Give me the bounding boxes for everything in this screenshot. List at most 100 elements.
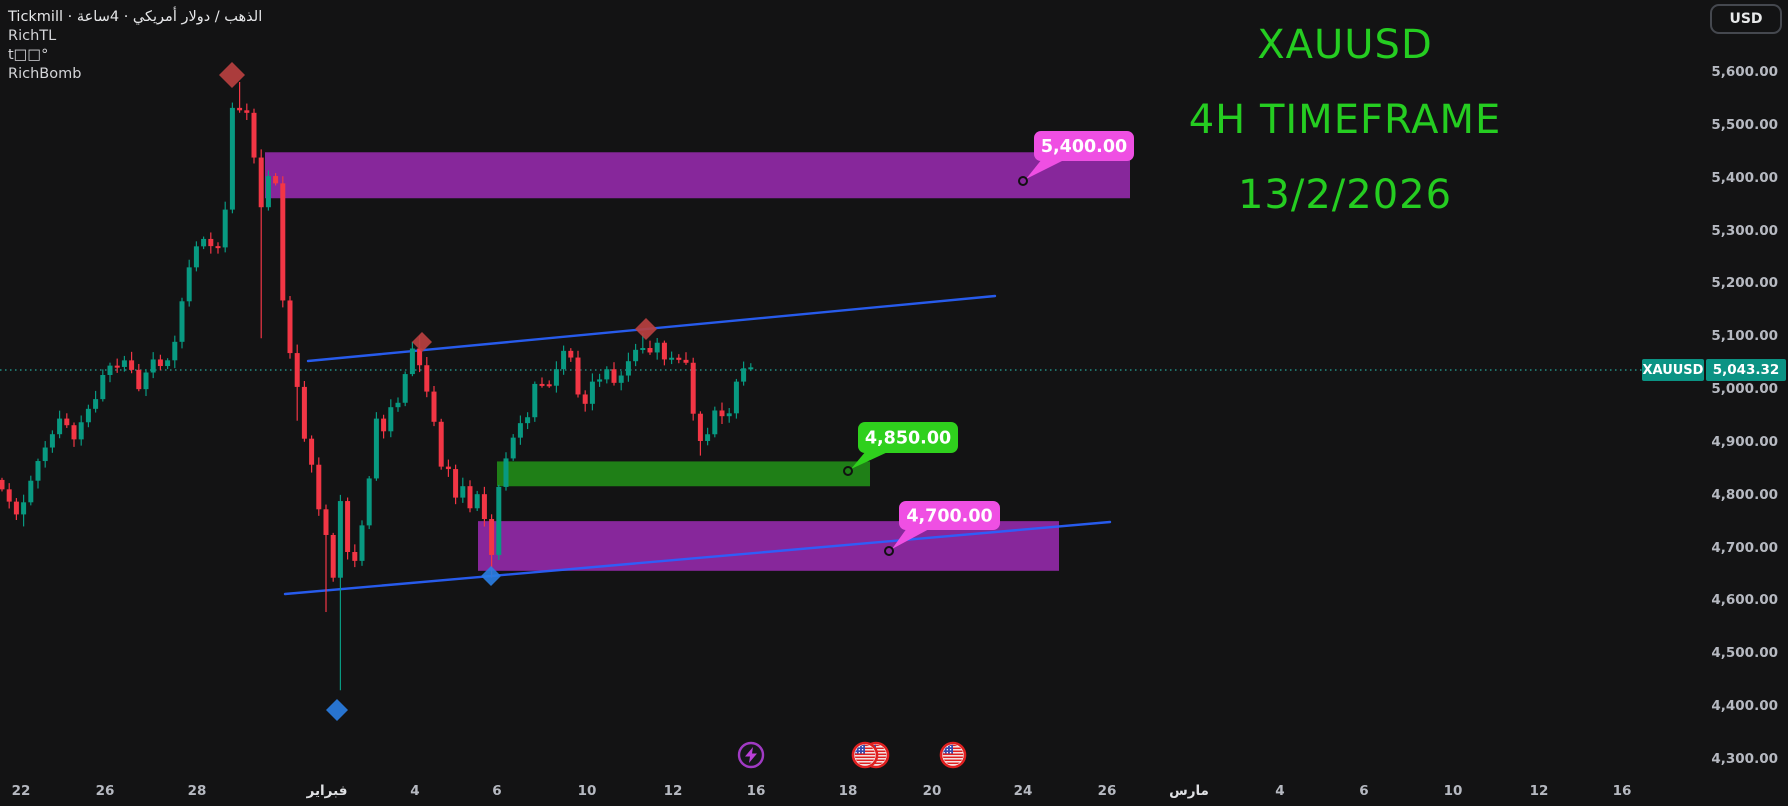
candle-body	[611, 369, 617, 383]
candle-body	[273, 176, 279, 184]
price-callout-4850[interactable]: 4,850.00	[843, 422, 958, 476]
event-us-flag-icon[interactable]	[939, 741, 967, 769]
candle-body	[625, 361, 631, 376]
time-axis-label: 28	[187, 783, 207, 799]
candle-body	[683, 359, 689, 363]
candle-body	[697, 413, 703, 441]
candle-body	[309, 438, 315, 465]
price-axis-label: 4,300.00	[1711, 751, 1778, 767]
price-axis-label: 4,500.00	[1711, 645, 1778, 662]
candle-body	[496, 486, 502, 555]
candle-body	[71, 425, 77, 440]
time-axis-label: 6	[492, 783, 502, 799]
time-axis-label: 10	[1443, 783, 1463, 799]
price-callout-5400[interactable]: 5,400.00	[1018, 131, 1134, 186]
candle-body	[28, 480, 34, 503]
symbol-title[interactable]: Tickmill · الذهب / دولار أمريكي · 4ساعة	[8, 9, 263, 25]
candle-body	[503, 458, 509, 487]
candle-body	[438, 421, 444, 467]
candle-body	[201, 238, 207, 247]
candle-body	[107, 365, 113, 375]
candle-body	[417, 348, 423, 366]
candle-body	[726, 413, 732, 417]
candle-body	[748, 367, 754, 370]
candle-body	[208, 238, 214, 247]
candle-body	[21, 502, 27, 515]
candle-body	[582, 394, 588, 404]
lower-channel-line[interactable]	[283, 520, 1112, 596]
chart-legend: Tickmill · الذهب / دولار أمريكي · 4ساعة …	[8, 8, 262, 84]
time-axis-label: 4	[1275, 783, 1285, 799]
bearish-diamond-2[interactable]	[412, 332, 432, 352]
candle-body	[409, 348, 415, 375]
candle-body	[186, 267, 192, 302]
indicator-t[interactable]: t□□°	[8, 47, 49, 63]
candle-body	[244, 110, 250, 113]
event-flash-icon[interactable]	[737, 741, 765, 769]
currency-usd-button[interactable]: USD	[1710, 4, 1782, 34]
candle-body	[510, 437, 516, 459]
candle-body	[489, 519, 495, 555]
candle-body	[460, 486, 466, 498]
candle-body	[143, 372, 149, 390]
candle-body	[676, 357, 682, 360]
candle-body	[633, 349, 639, 362]
candle-body	[359, 525, 365, 561]
callout-tail	[892, 528, 931, 549]
candle-body	[6, 489, 12, 502]
candle-body	[589, 381, 595, 404]
annotation-symbol: XAUUSD	[1257, 22, 1433, 68]
candle-body	[93, 399, 99, 409]
last-price-value-badge: 5,043.32	[1706, 359, 1786, 381]
candle-body	[121, 360, 127, 367]
trade-idea-annotation[interactable]: XAUUSD 4H TIMEFRAME 13/2/2026	[1125, 8, 1565, 233]
candle-body	[705, 434, 711, 441]
candle-body	[222, 209, 228, 248]
time-axis-label: 16	[746, 783, 766, 799]
candle-body	[294, 353, 300, 387]
candle-body	[532, 383, 538, 418]
price-axis-label: 5,200.00	[1711, 275, 1778, 292]
price-callout-4700[interactable]: 4,700.00	[884, 501, 1000, 556]
candle-body	[474, 494, 480, 509]
callout-tail	[851, 451, 890, 469]
event-us-flag-pair-icon[interactable]	[851, 741, 890, 769]
bearish-diamond-3[interactable]	[635, 318, 657, 340]
annotation-date: 13/2/2026	[1237, 172, 1453, 218]
candle-body	[575, 357, 581, 395]
price-axis-label: 4,400.00	[1711, 698, 1778, 715]
candle-body	[395, 402, 401, 408]
time-axis-label: 18	[838, 783, 858, 799]
time-axis-month-label: فبراير	[306, 783, 348, 799]
bearish-diamond-1[interactable]	[219, 62, 245, 88]
candle-body	[381, 418, 387, 432]
candle-body	[100, 374, 106, 400]
candle-body	[179, 301, 185, 342]
price-axis-label: 5,400.00	[1711, 169, 1778, 186]
candle-body	[165, 360, 171, 367]
candle-body	[157, 359, 163, 367]
candle-body	[618, 375, 624, 383]
supply-zone-5400[interactable]	[265, 152, 1130, 199]
candle-body	[215, 246, 221, 249]
price-axis-label: 4,800.00	[1711, 486, 1778, 503]
candle-body	[669, 357, 675, 360]
candle-body	[345, 501, 351, 552]
callout-tail	[1026, 159, 1066, 179]
annotation-timeframe: 4H TIMEFRAME	[1188, 97, 1502, 143]
callout-box	[899, 501, 1000, 530]
indicator-richbomb[interactable]: RichBomb	[8, 66, 82, 82]
bullish-diamond-1[interactable]	[326, 699, 348, 721]
candle-body	[49, 434, 55, 448]
callout-anchor-dot	[843, 466, 853, 476]
demand-zone-4850[interactable]	[497, 461, 870, 487]
candle-body	[330, 534, 336, 578]
callout-box	[858, 422, 958, 453]
price-axis-label: 5,000.00	[1711, 381, 1778, 398]
callout-text: 5,400.00	[1041, 137, 1127, 157]
time-axis-label: 6	[1359, 783, 1369, 799]
indicator-richtl[interactable]: RichTL	[8, 28, 57, 44]
bullish-diamond-2[interactable]	[481, 566, 501, 586]
callout-text: 4,700.00	[906, 507, 992, 527]
